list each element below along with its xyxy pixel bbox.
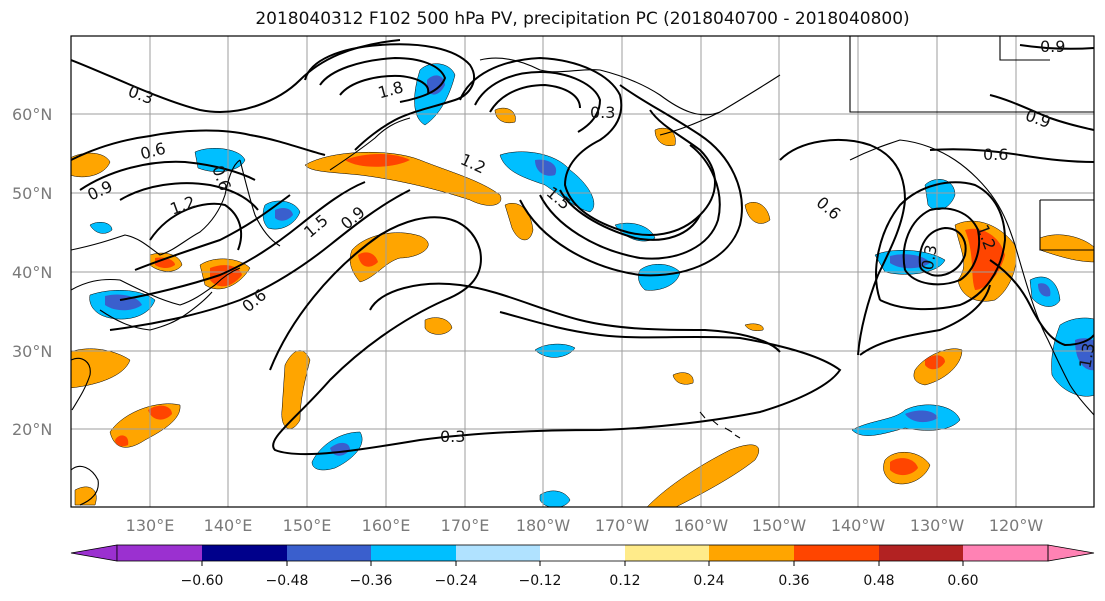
colorbar-segment: [456, 545, 540, 561]
colorbar-segment: [625, 545, 709, 561]
lon-label: 170°E: [441, 516, 490, 535]
colorbar-segment: [117, 545, 202, 561]
lat-label: 30°N: [12, 342, 52, 361]
colorbar-segment: [540, 545, 625, 561]
colorbar-extend-low: [70, 544, 118, 562]
colorbar-segment: [709, 545, 794, 561]
pv-contours: [71, 39, 1094, 456]
contour-label: 0.9: [1040, 37, 1065, 56]
latitude-labels: 60°N 50°N 40°N 30°N 20°N: [12, 105, 52, 439]
contour-label: 0.3: [590, 103, 615, 122]
lon-label: 130°W: [910, 516, 965, 535]
colorbar-tick-label: −0.48: [266, 573, 309, 589]
contour-label: 0.3: [918, 243, 941, 271]
lon-label: 160°E: [362, 516, 411, 535]
colorbar-segment: [287, 545, 371, 561]
colorbar-tick-label: 0.36: [778, 573, 809, 589]
colorbar-segment: [963, 545, 1048, 561]
lon-label: 140°E: [204, 516, 253, 535]
coastlines: [71, 36, 1094, 506]
colorbar: −0.60 −0.48 −0.36 −0.24 −0.12 0.12 0.24 …: [70, 544, 1095, 589]
lon-label: 120°W: [989, 516, 1044, 535]
lon-label: 140°W: [831, 516, 886, 535]
colorbar-tick-label: −0.24: [435, 573, 478, 589]
colorbar-segment: [879, 545, 963, 561]
lon-label: 170°W: [595, 516, 650, 535]
colorbar-segment: [202, 545, 287, 561]
colorbar-segment: [371, 545, 456, 561]
contour-label: 1.3: [1075, 341, 1098, 369]
lat-label: 50°N: [12, 184, 52, 203]
map-title: 2018040312 F102 500 hPa PV, precipitatio…: [255, 9, 910, 29]
precip-negative-shading: [89, 63, 1094, 507]
lon-label: 130°E: [126, 516, 175, 535]
contour-label: 0.3: [440, 427, 465, 446]
contour-label: 0.6: [983, 145, 1008, 164]
longitude-labels: 130°E 140°E 150°E 160°E 170°E 180°W 170°…: [126, 516, 1044, 535]
colorbar-tick-label: 0.60: [947, 573, 978, 589]
colorbar-extend-high: [1047, 544, 1095, 562]
lon-label: 150°W: [752, 516, 807, 535]
colorbar-tick-label: 0.48: [863, 573, 894, 589]
colorbar-tick-label: −0.60: [181, 573, 224, 589]
colorbar-tick-label: −0.12: [519, 573, 562, 589]
colorbar-segment: [794, 545, 879, 561]
lat-label: 20°N: [12, 420, 52, 439]
lon-label: 160°W: [674, 516, 729, 535]
lon-label: 150°E: [283, 516, 332, 535]
lat-label: 60°N: [12, 105, 52, 124]
lon-label: 180°W: [516, 516, 571, 535]
map-frame: [70, 35, 1095, 508]
lat-label: 40°N: [12, 263, 52, 282]
colorbar-tick-label: 0.24: [693, 573, 724, 589]
colorbar-tick-label: −0.36: [350, 573, 393, 589]
colorbar-tick-label: 0.12: [609, 573, 640, 589]
